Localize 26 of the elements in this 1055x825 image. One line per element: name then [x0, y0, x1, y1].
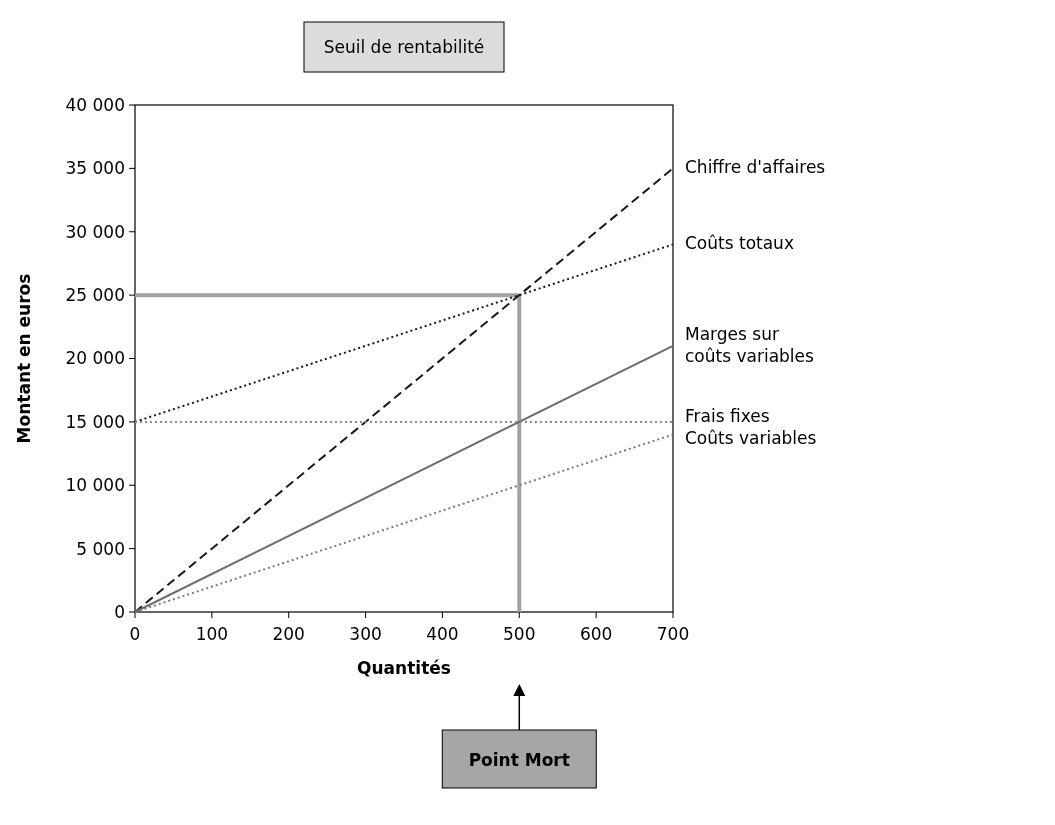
text: Point Mort	[468, 750, 570, 770]
y-tick-label: 40 000	[65, 94, 125, 115]
series-label: Chiffre d'affaires	[685, 157, 826, 178]
y-axis-title: Montant en euros	[14, 273, 34, 444]
y-tick-label: 10 000	[65, 475, 125, 496]
y-tick-label: 35 000	[65, 158, 125, 179]
y-tick-label: 30 000	[65, 221, 125, 242]
series-label: Coûts totaux	[685, 233, 794, 254]
series-label: Frais fixes	[685, 406, 770, 427]
x-tick-label: 500	[503, 624, 536, 644]
x-tick-label: 0	[129, 624, 141, 644]
x-axis-title: Quantités	[357, 658, 451, 678]
x-tick-label: 700	[656, 624, 690, 644]
x-tick-label: 600	[579, 624, 613, 644]
x-tick-label: 200	[272, 624, 305, 644]
y-tick-label: 5 000	[76, 538, 125, 559]
y-tick-label: 15 000	[65, 411, 125, 432]
series-label: Marges sur coûts variables	[685, 323, 815, 366]
x-tick-label: 400	[426, 624, 459, 644]
x-tick-label: 100	[195, 624, 229, 644]
y-tick-label: 25 000	[65, 285, 125, 306]
x-tick-label: 300	[349, 624, 382, 644]
y-tick-label: 0	[114, 601, 125, 622]
y-tick-label: 20 000	[65, 348, 125, 369]
series-label: Coûts variables	[685, 428, 817, 449]
chart-title: Seuil de rentabilité	[323, 37, 485, 57]
